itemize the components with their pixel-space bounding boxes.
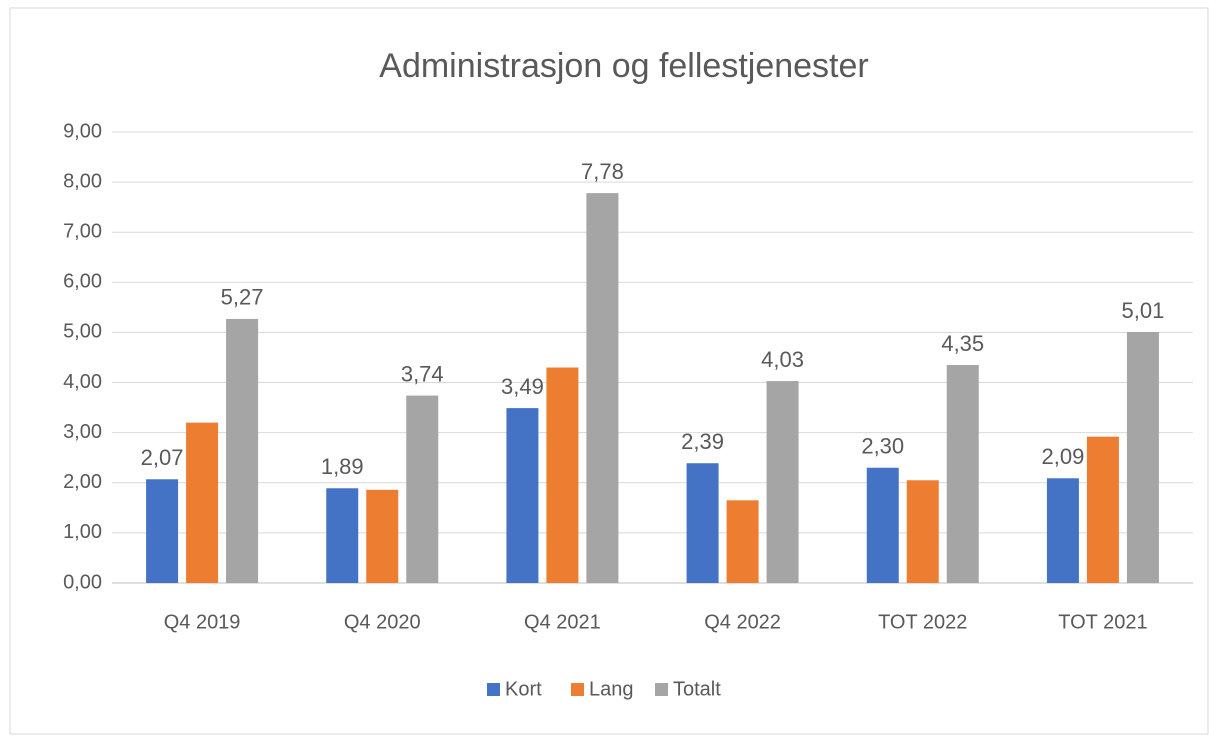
x-tick-label: TOT 2021 <box>1058 611 1147 633</box>
data-label: 4,35 <box>941 331 984 356</box>
x-tick-label: TOT 2022 <box>878 611 967 633</box>
bar <box>406 395 439 583</box>
bar <box>186 422 219 583</box>
data-label: 5,01 <box>1122 298 1165 323</box>
x-tick-label: Q4 2020 <box>344 611 421 633</box>
data-label: 2,30 <box>861 434 904 459</box>
data-label: 5,27 <box>221 285 264 310</box>
y-tick-label: 5,00 <box>63 321 102 343</box>
legend-swatch <box>487 683 500 696</box>
y-tick-label: 2,00 <box>63 471 102 493</box>
legend-swatch <box>655 683 668 696</box>
data-label: 2,07 <box>141 445 184 470</box>
y-tick-label: 6,00 <box>63 271 102 293</box>
bar <box>226 318 259 583</box>
bar <box>906 480 939 583</box>
bar <box>1086 436 1119 583</box>
bar <box>686 463 719 583</box>
y-tick-label: 1,00 <box>63 521 102 543</box>
x-tick-label: Q4 2019 <box>164 611 241 633</box>
bar <box>726 500 759 583</box>
data-label: 3,49 <box>501 374 544 399</box>
bar <box>546 367 579 583</box>
y-tick-label: 4,00 <box>63 371 102 393</box>
data-label: 3,74 <box>401 361 444 386</box>
legend-swatch <box>571 683 584 696</box>
bar <box>1046 478 1079 583</box>
y-tick-label: 7,00 <box>63 221 102 243</box>
data-label: 2,39 <box>681 429 724 454</box>
x-tick-label: Q4 2022 <box>704 611 781 633</box>
bar <box>326 488 359 583</box>
bar <box>1126 331 1159 583</box>
bar <box>506 408 539 583</box>
y-tick-label: 0,00 <box>63 571 102 593</box>
bar <box>766 381 799 583</box>
bar <box>146 479 179 583</box>
y-tick-label: 9,00 <box>63 120 102 142</box>
x-tick-label: Q4 2021 <box>524 611 601 633</box>
y-tick-label: 8,00 <box>63 170 102 192</box>
legend-label: Kort <box>505 678 542 700</box>
y-tick-label: 3,00 <box>63 421 102 443</box>
bar <box>366 489 399 583</box>
data-label: 7,78 <box>581 159 624 184</box>
legend-label: Totalt <box>673 678 721 700</box>
data-label: 4,03 <box>761 347 804 372</box>
bar <box>586 193 619 583</box>
chart-title: Administrasjon og fellestjenester <box>379 47 868 85</box>
data-label: 1,89 <box>321 454 364 479</box>
data-label: 2,09 <box>1042 444 1085 469</box>
legend-label: Lang <box>589 678 634 700</box>
bar <box>946 365 979 583</box>
bar <box>866 467 899 583</box>
